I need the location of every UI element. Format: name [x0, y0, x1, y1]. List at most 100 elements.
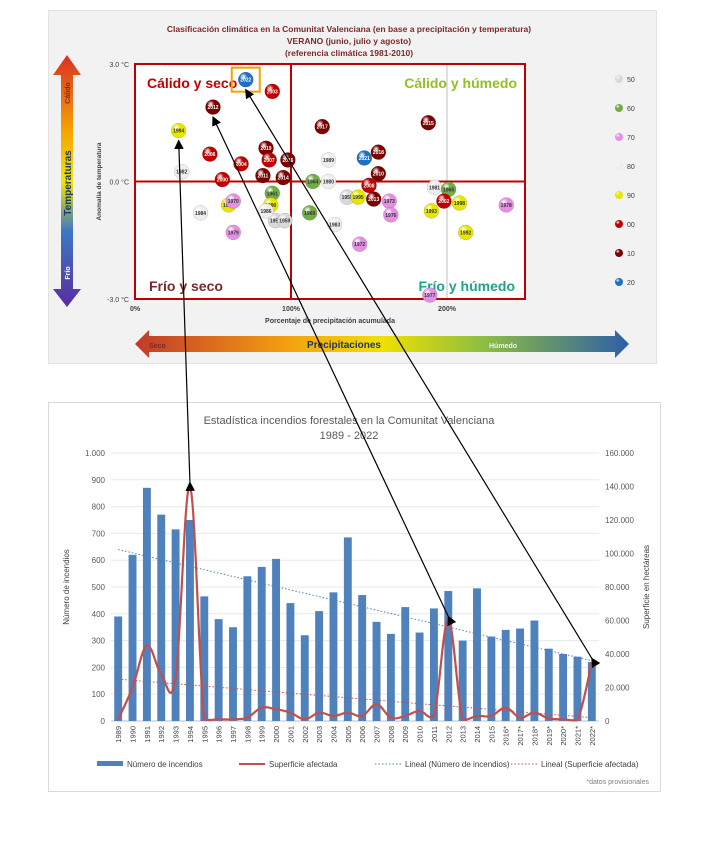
bar-1993 [171, 529, 180, 721]
category-label: 2007 [373, 726, 382, 743]
category-label: 2001 [286, 726, 295, 743]
bar-2014 [473, 588, 481, 721]
y-tick-label: -3.0 °C [107, 296, 129, 304]
legend-label-10: 10 [627, 251, 635, 258]
point-year-label: 2015 [423, 121, 434, 127]
scatter-point-2021: 2021 [356, 150, 373, 166]
scatter-point-1977: 1977 [422, 287, 438, 303]
y-axis-label: Anomalía de temperatura [96, 142, 103, 220]
bar-2000 [272, 558, 281, 721]
category-label: 1989 [114, 726, 123, 743]
category-label: 1997 [229, 726, 238, 743]
legend-bar-label: Número de incendios [127, 760, 203, 769]
point-year-label: 2003 [267, 89, 278, 95]
category-label: 2013 [459, 726, 468, 743]
scatter-point-2000: 2000 [214, 171, 231, 188]
legend-marker-50 [615, 75, 623, 83]
point-year-label: 2014 [278, 176, 289, 182]
category-label: 2015 [487, 726, 496, 743]
point-marker [205, 99, 221, 115]
legend-label-00: 00 [627, 222, 635, 229]
point-year-label: 1994 [173, 129, 184, 135]
legend-marker-00 [615, 220, 623, 228]
point-marker [238, 71, 254, 88]
left-tick-label: 400 [92, 610, 106, 619]
point-year-label: 2006 [204, 152, 215, 158]
point-year-label: 1993 [426, 209, 437, 215]
right-tick-label: 80.000 [605, 583, 630, 592]
legend-label-50: 50 [627, 77, 635, 84]
point-year-label: 2007 [264, 158, 275, 164]
x-tick-label: 100% [282, 306, 301, 313]
point-year-label: 2011 [257, 174, 268, 180]
point-year-label: 2016 [282, 158, 293, 164]
bar-2002 [300, 635, 309, 721]
category-label: 1991 [143, 726, 152, 743]
bar-1992 [157, 514, 166, 721]
bar-2003 [315, 611, 324, 721]
bar-2022* [587, 662, 596, 721]
left-tick-label: 900 [92, 476, 106, 485]
category-label: 2020* [559, 726, 568, 746]
footnote: *datos provisionales [586, 779, 649, 786]
x-axis-label: Porcentaje de precipitación acumulada [265, 318, 395, 325]
legend-trend-area-label: Lineal (Superficie afectada) [541, 760, 639, 769]
point-year-label: 2008 [363, 183, 374, 189]
legend-marker-70 [615, 133, 623, 141]
y-tick-label: 0.0 °C [109, 179, 129, 187]
bar-1994 [185, 520, 194, 721]
temperature-arrow [53, 55, 81, 307]
fire-title: Estadística incendios forestales en la C… [204, 415, 496, 427]
right-tick-label: 100.000 [605, 550, 634, 559]
bar-2016* [501, 629, 510, 721]
scatter-point-1994: 1994 [170, 122, 187, 139]
bar-2018* [530, 620, 539, 721]
bar-1991 [142, 487, 151, 721]
scatter-point-2008: 2008 [361, 177, 377, 194]
legend-label-60: 60 [627, 106, 635, 113]
point-year-label: 1986 [260, 209, 271, 215]
quadrant-label-warm-dry: Cálido y seco [147, 75, 237, 91]
point-year-label: 2018 [373, 150, 384, 156]
category-label: 2002 [301, 726, 310, 743]
point-year-label: 1961 [267, 191, 278, 197]
legend-label-90: 90 [627, 193, 635, 200]
bar-2020* [559, 654, 568, 721]
point-year-label: 1969 [304, 211, 315, 217]
scatter-point-2004: 2004 [233, 156, 249, 172]
fire-subtitle: 1989 - 2022 [320, 430, 379, 442]
scatter-point-2006: 2006 [202, 146, 218, 162]
legend-marker-80 [615, 162, 623, 170]
bar-1996 [214, 619, 223, 721]
bar-2017* [516, 628, 525, 721]
point-year-label: 1981 [429, 185, 440, 191]
left-axis-label: Número de incendios [62, 549, 71, 625]
left-tick-label: 600 [92, 556, 106, 565]
left-tick-label: 200 [92, 663, 106, 672]
legend-label-80: 80 [627, 164, 635, 171]
y-tick-label: 3.0 °C [109, 61, 129, 69]
point-year-label: 2010 [373, 172, 384, 178]
right-tick-label: 40.000 [605, 650, 630, 659]
legend-marker-10 [615, 249, 623, 257]
scatter-point-1980: 1980 [320, 173, 337, 190]
point-year-label: 2004 [236, 162, 247, 168]
bar-2005 [343, 537, 352, 721]
category-label: 2003 [315, 726, 324, 743]
scatter-point-2007: 2007 [261, 152, 277, 168]
temperature-arrow-warm: Cálido [65, 82, 72, 103]
category-label: 2022* [588, 726, 597, 746]
right-tick-label: 0 [605, 717, 610, 726]
point-year-label: 1976 [385, 213, 396, 219]
scatter-point-1992: 1992 [457, 224, 474, 241]
scatter-point-1981: 1981 [426, 179, 443, 196]
x-tick-label: 0% [130, 306, 141, 313]
scatter-point-1984: 1984 [192, 205, 209, 221]
category-label: 2017* [516, 726, 525, 746]
scatter-point-1986: 1986 [258, 203, 274, 219]
category-label: 2014 [473, 726, 482, 743]
bar-2008 [386, 633, 395, 721]
bar-1999 [257, 566, 266, 721]
category-label: 1992 [157, 726, 166, 743]
category-label: 2010 [416, 726, 425, 743]
